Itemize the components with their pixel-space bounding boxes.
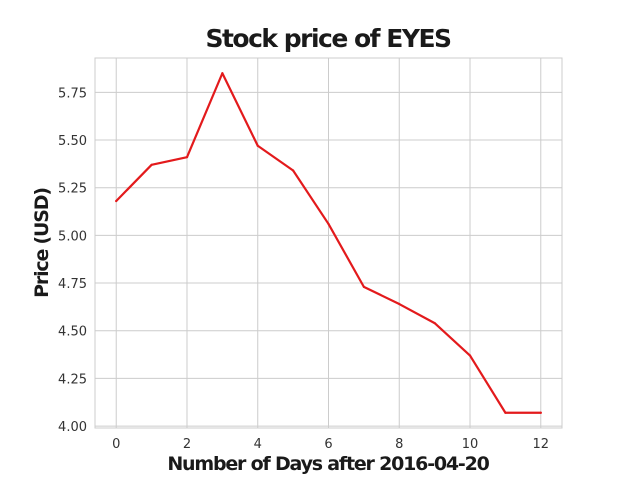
x-axis-label: Number of Days after 2016-04-20 (167, 453, 489, 475)
grid (95, 58, 562, 428)
data-point (115, 199, 118, 203)
y-axis-label: Price (USD) (31, 188, 53, 298)
y-tick-label: 4.00 (58, 420, 87, 435)
data-point (433, 322, 436, 325)
data-point (362, 285, 365, 288)
data-point (504, 411, 507, 414)
data-point (398, 302, 401, 306)
data-point (539, 411, 542, 414)
chart-title: Stock price of EYES (205, 24, 451, 53)
y-tick-label: 5.25 (58, 182, 87, 197)
data-point (185, 156, 189, 159)
y-tick-label: 5.50 (58, 134, 87, 149)
y-tick-label: 5.00 (58, 229, 87, 244)
x-tick-label: 12 (532, 437, 549, 452)
data-point (327, 222, 330, 226)
data-point (256, 144, 259, 147)
x-tick-label: 0 (112, 437, 120, 452)
data-point (150, 163, 153, 166)
data-point (468, 354, 472, 357)
y-tick-label: 5.75 (58, 86, 87, 101)
x-tick-label: 8 (395, 437, 403, 452)
y-tick-label: 4.75 (58, 277, 87, 292)
x-tick-label: 6 (324, 437, 332, 452)
x-tick-label: 2 (183, 437, 191, 452)
data-point (292, 169, 295, 172)
y-axis-ticks: 4.00 4.25 4.50 4.75 5.00 5.25 5.50 5.75 (58, 86, 87, 435)
x-tick-label: 10 (462, 437, 479, 452)
data-point (221, 72, 224, 75)
x-tick-label: 4 (254, 437, 262, 452)
y-tick-label: 4.50 (58, 325, 87, 340)
y-tick-label: 4.25 (58, 372, 87, 387)
plot-frame (94, 57, 563, 429)
series-layer (115, 72, 542, 414)
x-axis-ticks: 0 2 4 6 8 10 12 (112, 437, 549, 452)
